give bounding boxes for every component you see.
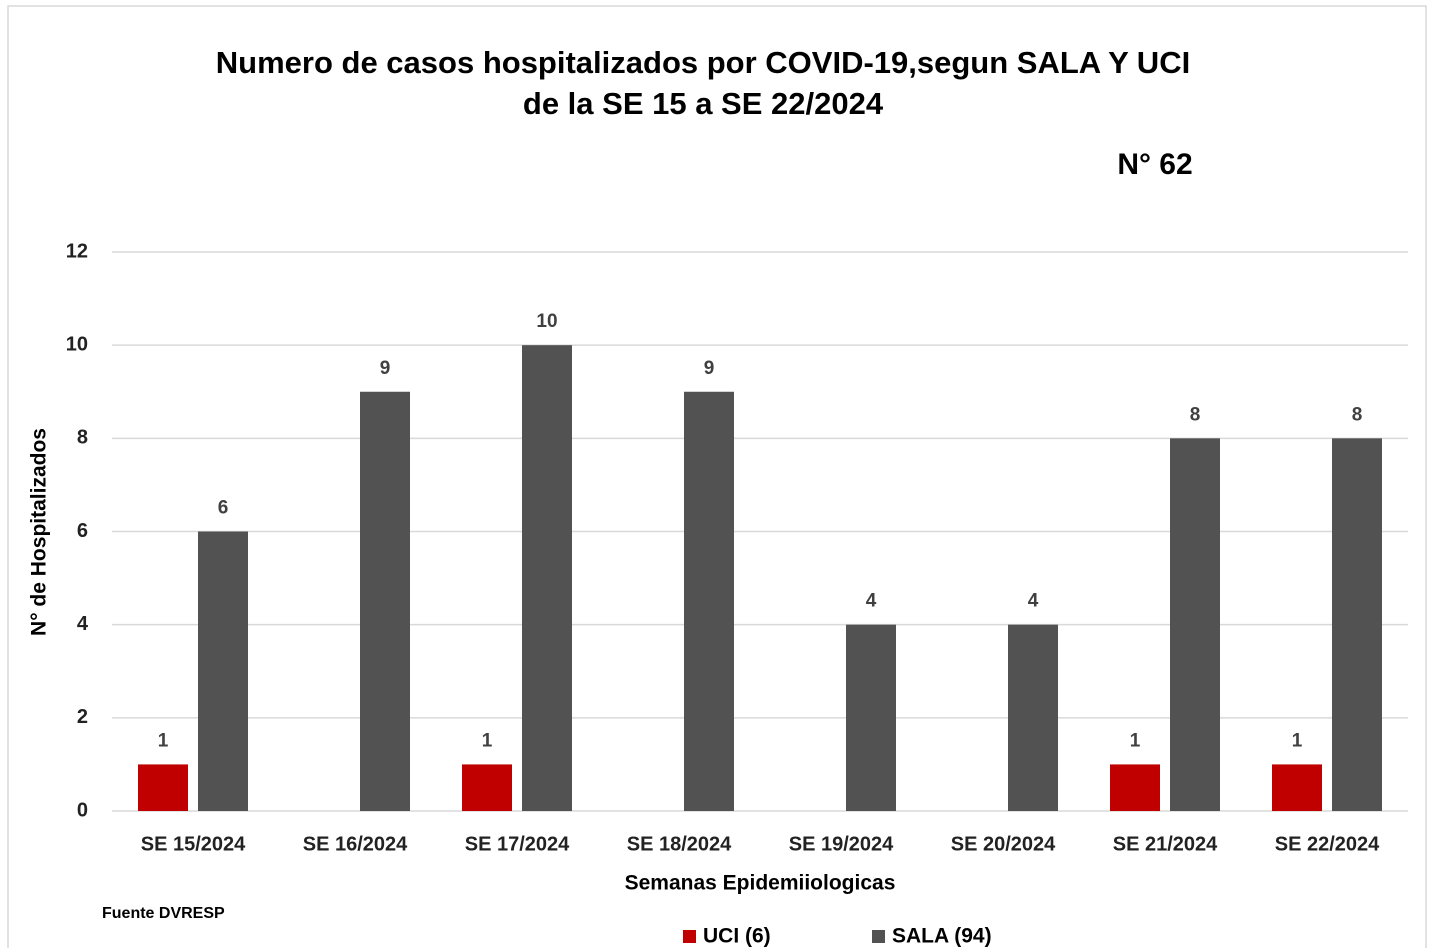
data-label: 10 [536, 311, 557, 332]
legend-swatch [872, 930, 885, 943]
bar [1008, 624, 1058, 811]
x-tick-label: SE 19/2024 [789, 833, 894, 855]
data-label: 9 [380, 358, 391, 379]
data-label: 8 [1190, 404, 1201, 425]
data-label: 1 [1130, 730, 1141, 751]
bar [360, 391, 410, 811]
data-label: 1 [482, 730, 493, 751]
annotation: N° 62 [1117, 148, 1192, 181]
legend-label: SALA (94) [892, 925, 992, 948]
x-tick-label: SE 20/2024 [951, 833, 1056, 855]
source: Fuente DVRESP [102, 905, 225, 922]
y-tick-label: 6 [77, 520, 88, 542]
bar [522, 345, 572, 811]
data-label: 4 [866, 591, 877, 612]
y-tick-label: 8 [77, 427, 88, 449]
x-tick-label: SE 15/2024 [141, 833, 246, 855]
bar [1170, 438, 1220, 811]
data-label: 9 [704, 358, 715, 379]
y-tick-label: 2 [77, 706, 88, 728]
data-label: 1 [158, 730, 169, 751]
bar [198, 531, 248, 811]
y-axis-label: N° de Hospitalizados [28, 428, 51, 636]
legend-label: UCI (6) [703, 925, 771, 948]
x-tick-label: SE 17/2024 [465, 833, 570, 855]
legend-swatch [683, 930, 696, 943]
x-axis-label: Semanas Epidemiiologicas [625, 872, 896, 895]
y-tick-label: 12 [66, 240, 88, 262]
bar [462, 764, 512, 811]
bar [1332, 438, 1382, 811]
y-tick-label: 10 [66, 333, 88, 355]
x-tick-label: SE 18/2024 [627, 833, 732, 855]
x-tick-label: SE 16/2024 [303, 833, 408, 855]
bar [846, 624, 896, 811]
data-label: 8 [1352, 404, 1363, 425]
bar [1110, 764, 1160, 811]
chart-title: de la SE 15 a SE 22/2024 [523, 86, 884, 121]
bar [684, 391, 734, 811]
x-tick-label: SE 21/2024 [1113, 833, 1218, 855]
bar [138, 764, 188, 811]
bar [1272, 764, 1322, 811]
data-label: 1 [1292, 730, 1303, 751]
x-tick-label: SE 22/2024 [1275, 833, 1380, 855]
y-tick-label: 0 [77, 799, 88, 821]
data-label: 6 [218, 498, 229, 519]
data-label: 4 [1028, 591, 1039, 612]
y-tick-label: 4 [77, 613, 89, 635]
chart-title: Numero de casos hospitalizados por COVID… [216, 45, 1190, 80]
